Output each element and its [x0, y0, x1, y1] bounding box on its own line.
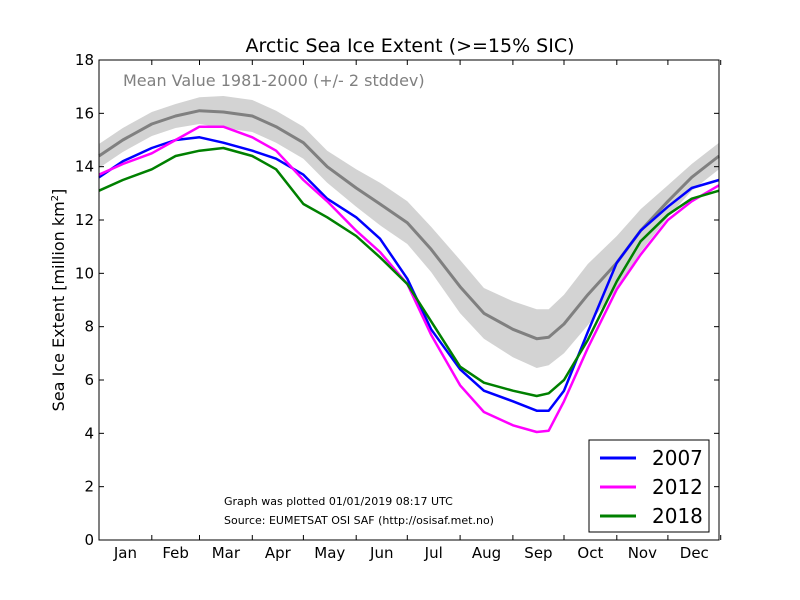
y-tick-label: 12 — [75, 211, 94, 229]
mean-value-label: Mean Value 1981-2000 (+/- 2 stddev) — [123, 71, 425, 90]
mean-stddev-band — [99, 96, 719, 368]
legend: 2007 2012 2018 — [588, 439, 710, 533]
x-tick-label: Oct — [577, 544, 603, 562]
plot-frame — [98, 59, 720, 541]
y-tick-label: 0 — [84, 531, 94, 549]
y-tick-label: 18 — [75, 51, 94, 69]
x-tick-label: Dec — [680, 544, 709, 562]
x-tick-label: Sep — [524, 544, 552, 562]
x-tick-label: Feb — [162, 544, 189, 562]
series-line-2018 — [98, 146, 720, 398]
y-tick-label: 2 — [84, 478, 94, 496]
y-axis-label-sup: 2 — [50, 195, 61, 201]
x-tick-label: May — [314, 544, 345, 562]
y-tick-label: 8 — [84, 318, 94, 336]
y-axis-label: Sea Ice Extent [million km2] — [49, 189, 68, 412]
series-layer — [98, 109, 720, 434]
x-tick-label: Jan — [113, 544, 137, 562]
y-tick-label: 14 — [75, 158, 94, 176]
x-tick-label: Mar — [212, 544, 241, 562]
x-tick-label: Apr — [265, 544, 292, 562]
legend-label-2018: 2018 — [652, 504, 703, 528]
chart-title: Arctic Sea Ice Extent (>=15% SIC) — [245, 35, 574, 57]
axes: 0 2 4 6 8 10 12 14 16 18 Jan Feb Mar Apr May Jun Jul Aug S… — [75, 51, 722, 562]
series-line-2012 — [98, 125, 720, 434]
mean-line — [98, 109, 720, 341]
y-tick-label: 10 — [75, 264, 94, 282]
y-axis-label-text: Sea Ice Extent [million km — [49, 201, 68, 411]
legend-label-2012: 2012 — [652, 475, 703, 499]
y-axis-label-close: ] — [49, 189, 68, 195]
source-note: Source: EUMETSAT OSI SAF (http://osisaf.… — [224, 514, 494, 527]
x-tick-label: Aug — [472, 544, 501, 562]
plot-date-note: Graph was plotted 01/01/2019 08:17 UTC — [224, 495, 453, 508]
y-tick-label: 6 — [84, 371, 94, 389]
x-tick-label: Jun — [369, 544, 393, 562]
mean-band-layer — [99, 96, 719, 368]
legend-label-2007: 2007 — [652, 446, 703, 470]
y-tick-label: 16 — [75, 104, 94, 122]
y-tick-label: 4 — [84, 424, 94, 442]
x-tick-label: Nov — [628, 544, 657, 562]
x-tick-label: Jul — [424, 544, 443, 562]
